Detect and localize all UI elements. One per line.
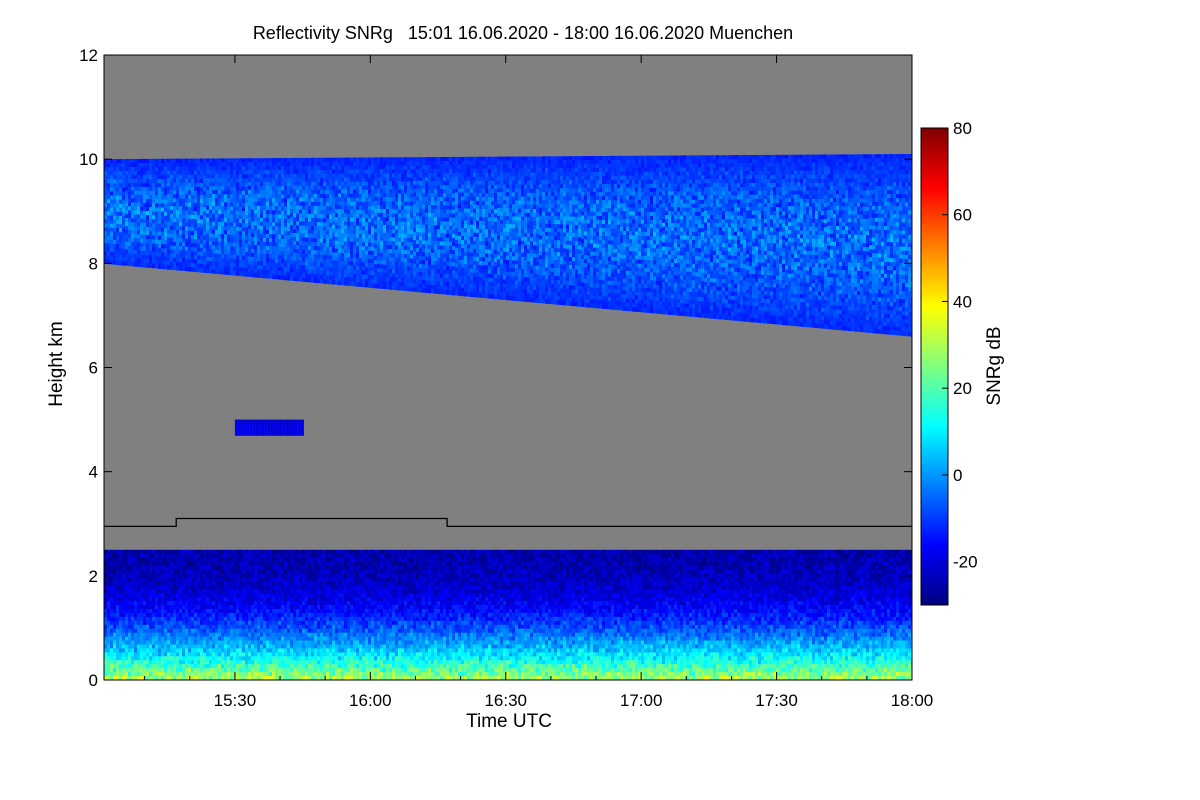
y-tick-label: 0 xyxy=(89,671,98,690)
y-axis-label: Height km xyxy=(46,321,67,407)
x-axis-label: Time UTC xyxy=(466,711,552,732)
region-cirrus-layer xyxy=(104,154,912,337)
overlay-line xyxy=(104,517,912,528)
x-tick-label: 17:30 xyxy=(755,691,798,710)
colorbar-tick-label: 80 xyxy=(953,119,972,138)
region-boundary-layer xyxy=(104,549,912,680)
y-tick-label: 12 xyxy=(79,46,98,65)
colorbar-tick-label: -20 xyxy=(953,553,978,572)
plot-data xyxy=(104,154,912,680)
colorbar-tick-label: 60 xyxy=(953,206,972,225)
colorbar xyxy=(920,127,949,606)
x-tick-label: 16:30 xyxy=(484,691,527,710)
chart-title: Reflectivity SNRg 15:01 16.06.2020 - 18:… xyxy=(253,23,793,43)
colorbar-tick-label: 20 xyxy=(953,379,972,398)
colorbar-tick-label: 0 xyxy=(953,466,962,485)
colorbar-axis: -20 0 20 40 60 80 xyxy=(942,119,978,572)
region-small-cloud xyxy=(234,419,304,436)
y-tick-label: 2 xyxy=(89,567,98,586)
y-tick-label: 4 xyxy=(89,463,98,482)
x-tick-label: 18:00 xyxy=(891,691,934,710)
y-tick-label: 10 xyxy=(79,150,98,169)
y-tick-label: 6 xyxy=(89,359,98,378)
x-tick-label: 17:00 xyxy=(620,691,663,710)
x-tick-label: 15:30 xyxy=(214,691,257,710)
x-tick-label: 16:00 xyxy=(349,691,392,710)
x-axis: 15:30 16:00 16:30 17:00 17:30 18:00 xyxy=(144,55,934,710)
y-tick-label: 8 xyxy=(89,254,98,273)
colorbar-label: SNRg dB xyxy=(984,326,1005,405)
y-axis: 0 2 4 6 8 10 12 xyxy=(79,46,912,690)
colorbar-tick-label: 40 xyxy=(953,292,972,311)
